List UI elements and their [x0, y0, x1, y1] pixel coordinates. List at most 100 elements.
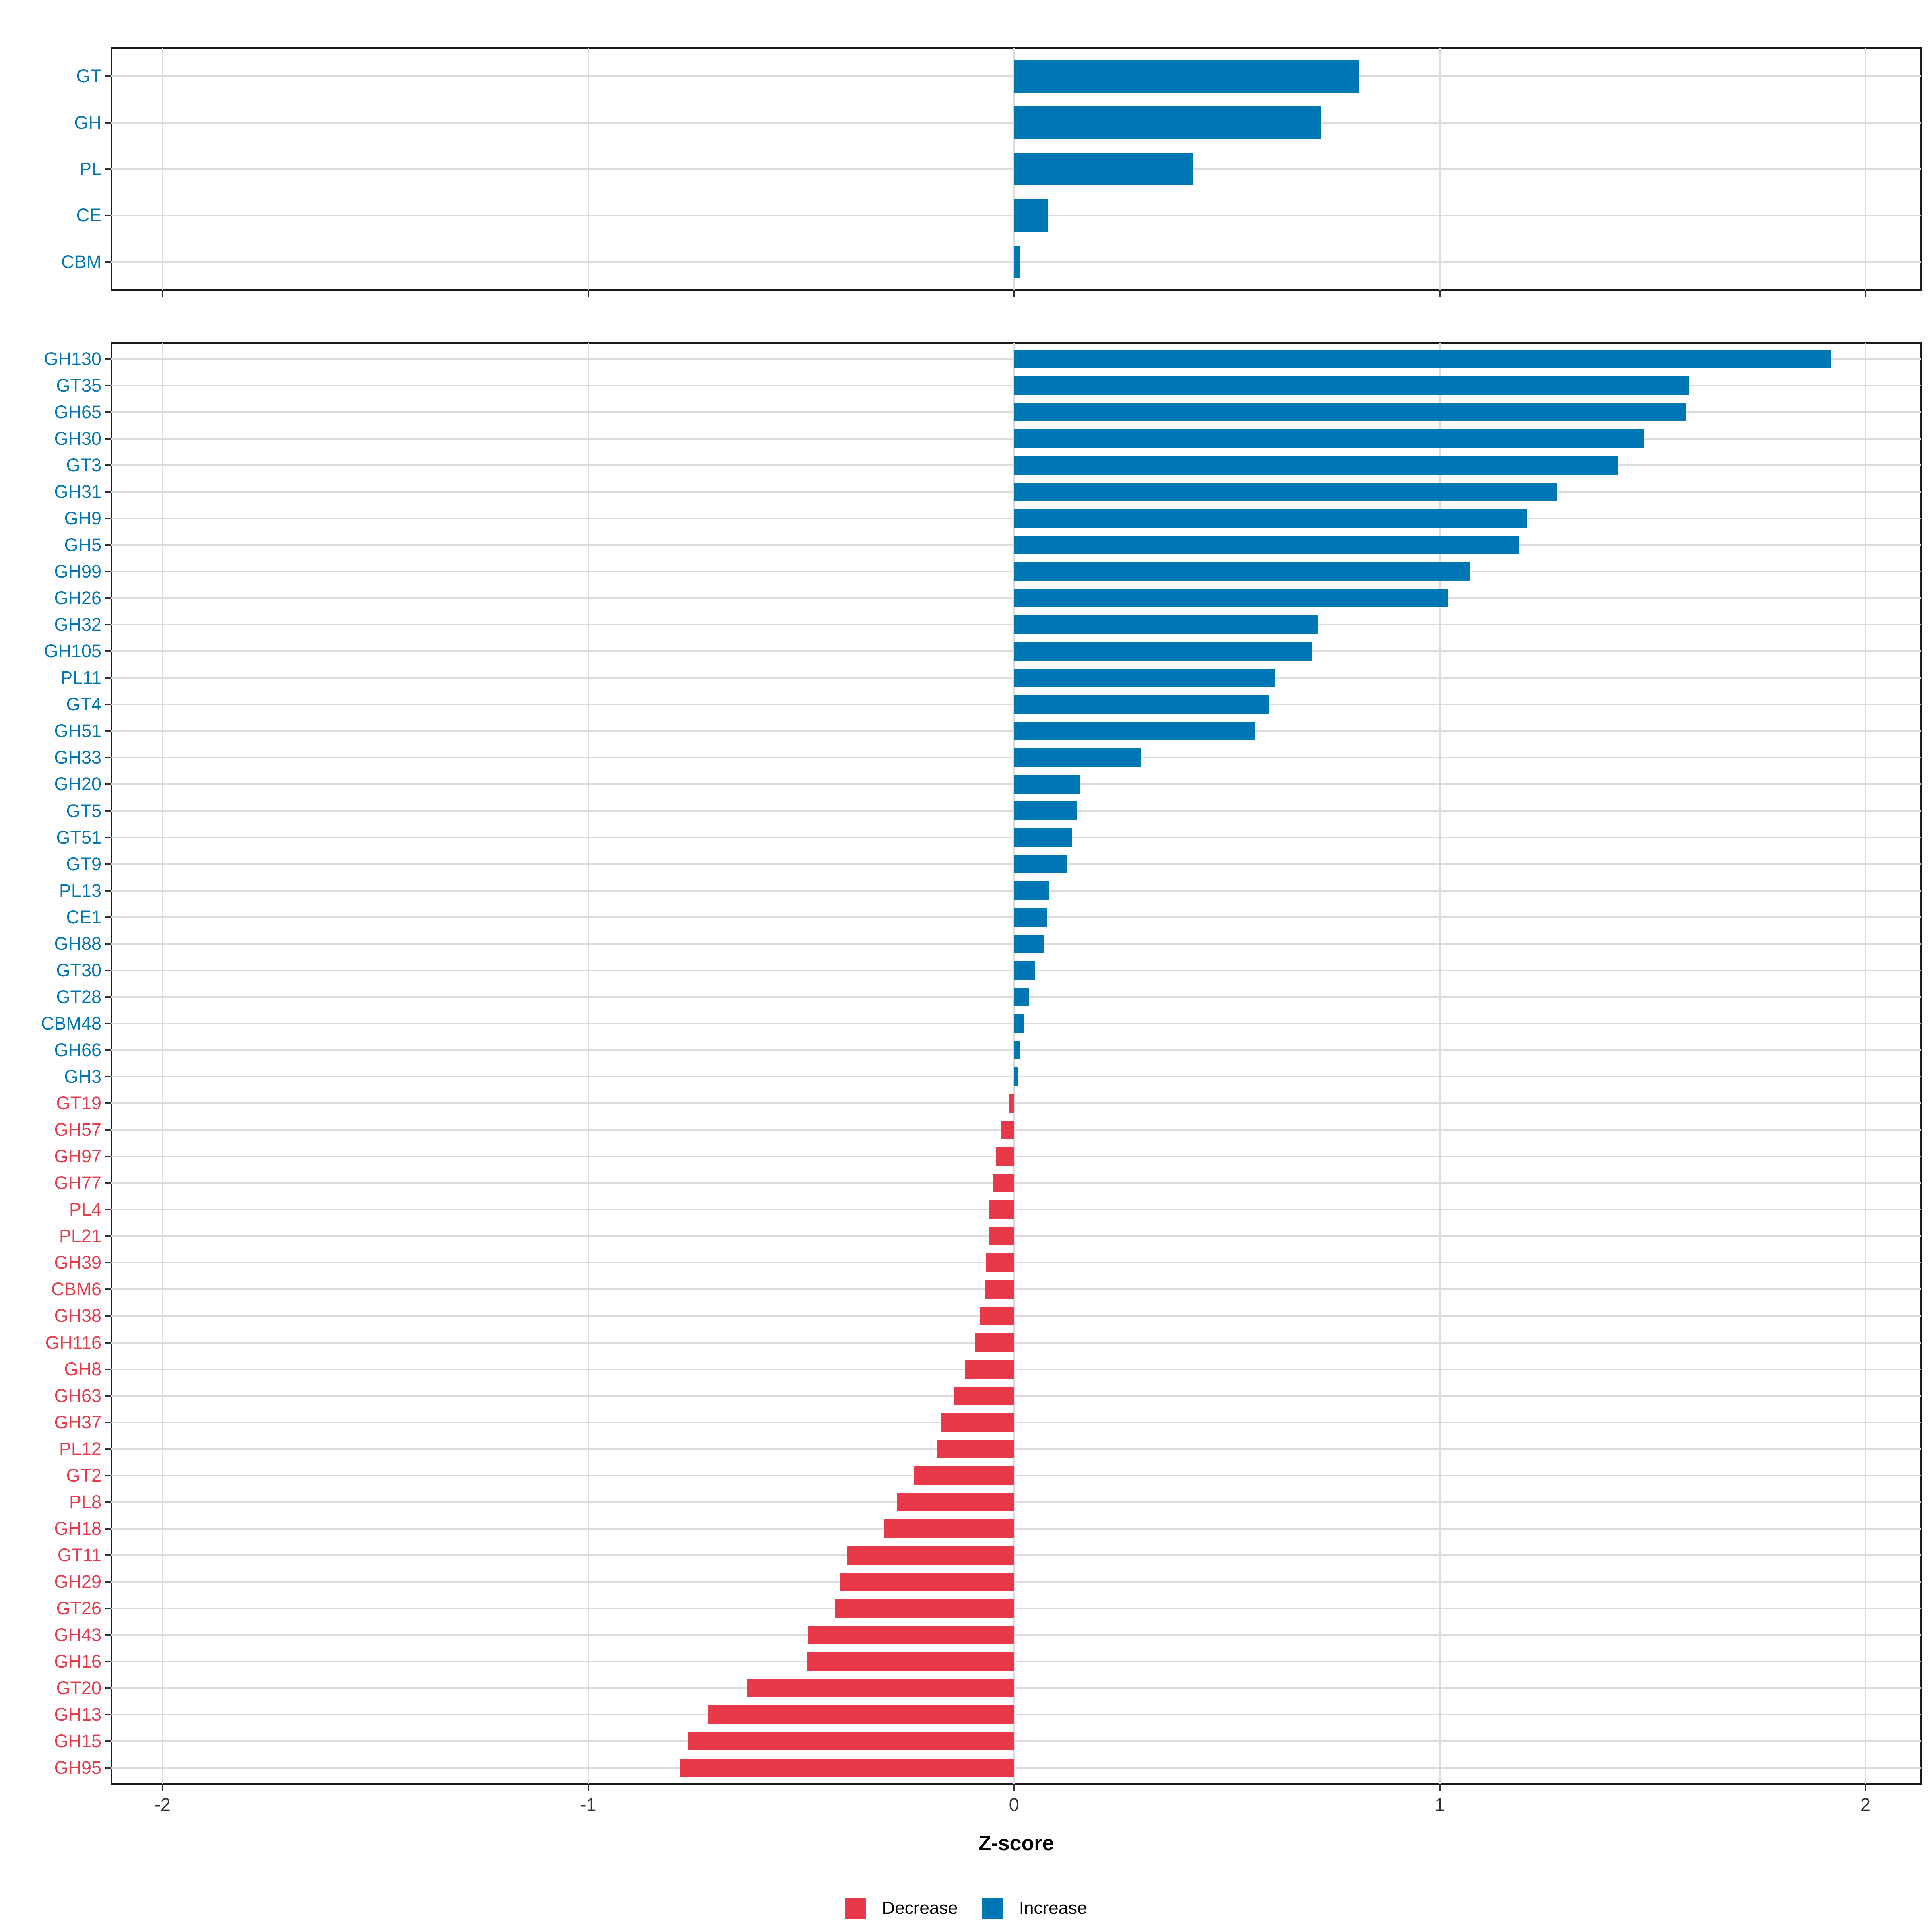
grid-line-horizontal [111, 1448, 1921, 1450]
grid-line-vertical [1013, 343, 1015, 1784]
grid-line-vertical [587, 343, 589, 1784]
bar [883, 1519, 1014, 1538]
y-axis-tick [105, 464, 111, 466]
y-axis-label: GH105 [44, 641, 101, 662]
x-axis-tick [1439, 1784, 1441, 1791]
bar [1014, 482, 1557, 501]
y-axis-label: CBM [61, 251, 101, 272]
y-axis-tick [105, 1740, 111, 1742]
y-axis-tick [105, 411, 111, 413]
y-axis-tick [105, 783, 111, 785]
bar [1014, 934, 1045, 953]
bar [989, 1200, 1014, 1219]
y-axis-tick [105, 1182, 111, 1184]
y-axis-label: GH97 [54, 1146, 101, 1167]
bar [1014, 456, 1619, 475]
y-axis-tick [105, 916, 111, 918]
y-axis-label: GH65 [54, 401, 101, 422]
y-axis-label: GT9 [66, 853, 101, 874]
bar [980, 1307, 1014, 1325]
y-axis-tick [105, 890, 111, 892]
bar [985, 1280, 1014, 1299]
y-axis-tick [105, 704, 111, 706]
y-axis-label: GT28 [56, 986, 101, 1007]
x-axis-tick [161, 290, 163, 297]
y-axis-label: GH99 [54, 561, 101, 582]
grid-line-horizontal [111, 1262, 1921, 1264]
bar [974, 1333, 1014, 1352]
bar [988, 1227, 1014, 1246]
grid-line-horizontal [111, 1740, 1921, 1742]
y-axis-label: GH32 [54, 614, 101, 635]
bar [1014, 801, 1077, 820]
grid-line-horizontal [111, 1474, 1921, 1476]
x-axis-tick [161, 1784, 163, 1791]
bar [1014, 855, 1068, 873]
y-axis-label: GH20 [54, 774, 101, 795]
bar [807, 1652, 1014, 1671]
y-axis-label: GT26 [56, 1598, 101, 1619]
y-axis-label: GH88 [54, 933, 101, 954]
y-axis-tick [105, 863, 111, 865]
bar [986, 1253, 1014, 1272]
bar [1014, 881, 1049, 900]
y-axis-tick [105, 996, 111, 998]
y-axis-tick [105, 1767, 111, 1769]
y-axis-label: GT2 [66, 1465, 101, 1486]
y-axis-label: GT3 [66, 454, 101, 475]
y-axis-tick [105, 75, 111, 77]
y-axis-tick [105, 1102, 111, 1104]
bar [993, 1174, 1014, 1193]
y-axis-label: GT11 [57, 1544, 101, 1565]
grid-line-horizontal [111, 1767, 1921, 1769]
bar [1014, 722, 1255, 741]
bar [1014, 402, 1687, 421]
y-axis-tick [105, 1395, 111, 1397]
grid-line-horizontal [111, 1714, 1921, 1716]
y-axis-tick [105, 384, 111, 386]
bar [954, 1386, 1014, 1405]
bar [1014, 748, 1142, 767]
bar [1014, 775, 1080, 794]
grid-line-horizontal [111, 1554, 1921, 1556]
y-axis-label: GH95 [54, 1757, 101, 1778]
y-axis-tick [105, 1342, 111, 1344]
y-axis-tick [105, 1714, 111, 1716]
bar [1014, 535, 1519, 555]
grid-line-horizontal [111, 1634, 1921, 1636]
legend: Decrease Increase [0, 1898, 1932, 1919]
y-axis-label: GT [76, 66, 102, 87]
y-axis-tick [105, 544, 111, 546]
bar [1014, 60, 1359, 93]
bar [747, 1679, 1014, 1698]
grid-line-horizontal [111, 1368, 1921, 1370]
y-axis-tick [105, 836, 111, 838]
y-axis-tick [105, 1421, 111, 1423]
y-axis-tick [105, 358, 111, 360]
bar [1014, 246, 1021, 279]
y-axis-label: GH37 [54, 1412, 101, 1432]
x-axis-tick-label: -1 [580, 1794, 597, 1815]
x-axis-tick [587, 1784, 589, 1791]
legend-item-decrease: Decrease [845, 1898, 958, 1919]
panel-cazyme-family [111, 342, 1922, 1785]
y-axis-label: GH29 [54, 1571, 101, 1592]
x-axis-title: Z-score [978, 1832, 1054, 1855]
y-axis-label: GH39 [54, 1252, 101, 1273]
y-axis-tick [105, 757, 111, 759]
y-axis-label: GH15 [54, 1731, 101, 1752]
y-axis-tick [105, 571, 111, 573]
bar [1014, 429, 1644, 448]
bar [937, 1439, 1014, 1458]
y-axis-label: GH30 [54, 428, 101, 449]
bar [839, 1572, 1014, 1591]
y-axis-tick [105, 1235, 111, 1237]
bar [1014, 1040, 1020, 1060]
y-axis-tick [105, 677, 111, 679]
grid-line-vertical [1439, 343, 1441, 1784]
y-axis-label: GH38 [54, 1305, 101, 1326]
bar [835, 1599, 1014, 1618]
increase-swatch-icon [982, 1898, 1003, 1919]
y-axis-label: GH9 [64, 508, 101, 528]
